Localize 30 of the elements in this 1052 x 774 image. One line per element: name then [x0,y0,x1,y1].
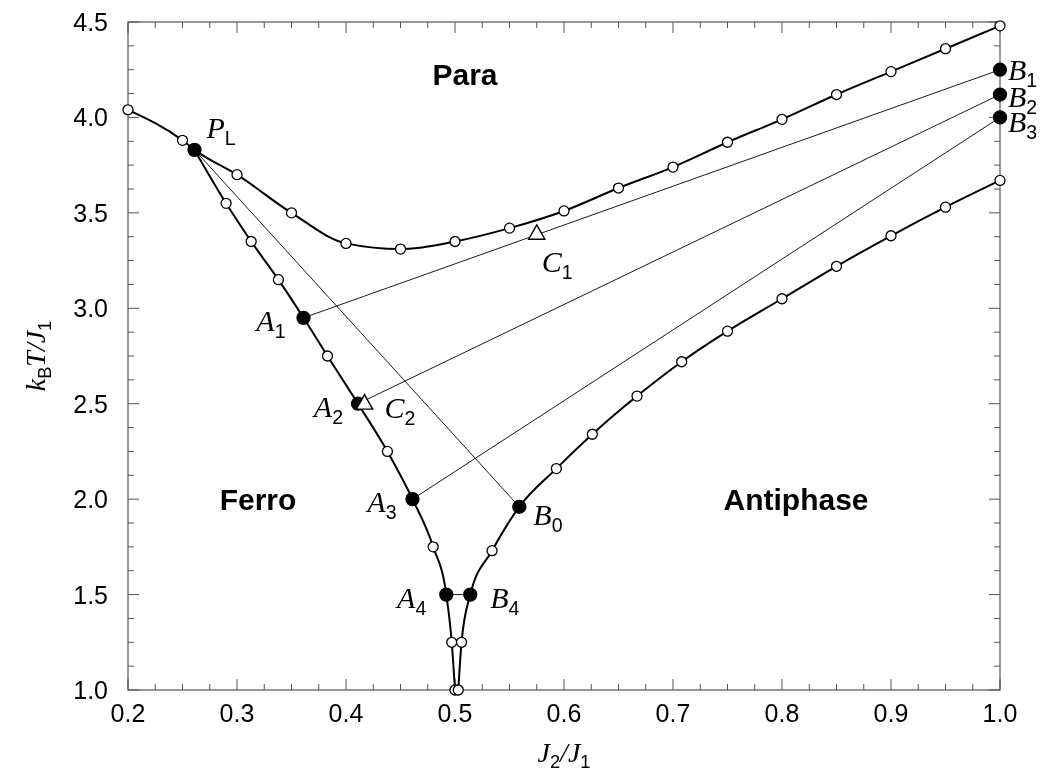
annotation: P$_{L}$ [205,110,236,149]
x-axis-title: J$_{2}$/J$_{1}$ [537,737,591,773]
annotation: Ferro [219,482,297,516]
x-tick-label: 0.2 [110,699,146,727]
x-tick-label: 0.7 [655,699,691,727]
x-tick-label: 0.6 [546,699,582,727]
y-tick-label: 4.5 [73,8,108,36]
x-tick-label: 1.0 [982,699,1018,727]
annotation: A$_{1}$ [254,303,286,342]
x-tick-label: 0.8 [764,699,800,727]
annotation: C$_{2}$ [384,390,416,429]
y-tick-label: 3.5 [73,198,108,227]
x-tick-label: 0.4 [328,699,364,727]
annotation: B$_{0}$ [533,497,563,536]
annotation: B$_{4}$ [490,580,520,619]
y-tick-label: 4.0 [73,103,108,132]
x-tick-label: 0.5 [437,699,473,727]
annotation: A$_{2}$ [311,389,343,428]
x-tick-label: 0.9 [873,699,909,727]
y-tick-label: 2.0 [73,485,108,514]
annotation: A$_{4}$ [395,580,427,619]
y-tick-label: 1.5 [73,580,108,609]
y-tick-label: 2.5 [73,389,108,418]
x-tick-label: 0.3 [219,699,255,727]
y-tick-label: 3.0 [73,294,108,323]
annotation: Antiphase [723,482,869,516]
annotation: C$_{1}$ [541,244,573,283]
annotation: A$_{3}$ [365,485,397,524]
annotation: Para [432,57,498,91]
y-tick-label: 1.0 [73,676,108,704]
